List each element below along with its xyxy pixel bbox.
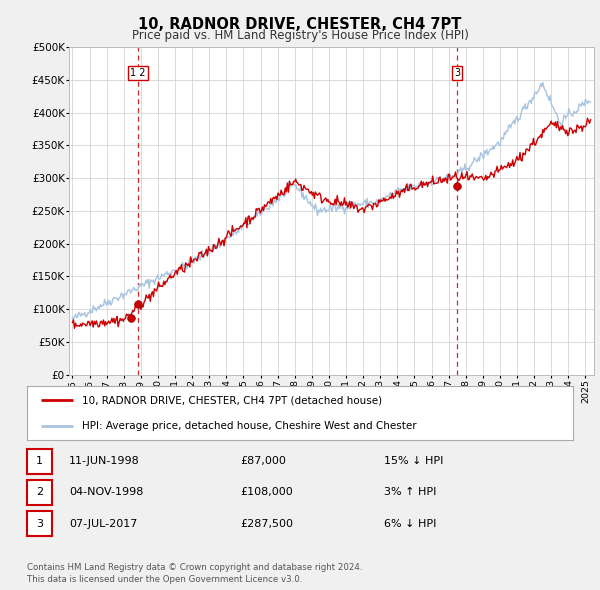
Text: 3% ↑ HPI: 3% ↑ HPI xyxy=(384,487,436,497)
Text: This data is licensed under the Open Government Licence v3.0.: This data is licensed under the Open Gov… xyxy=(27,575,302,584)
Text: 6% ↓ HPI: 6% ↓ HPI xyxy=(384,519,436,529)
Text: 3: 3 xyxy=(454,68,460,78)
Text: £87,000: £87,000 xyxy=(240,456,286,466)
Text: 10, RADNOR DRIVE, CHESTER, CH4 7PT (detached house): 10, RADNOR DRIVE, CHESTER, CH4 7PT (deta… xyxy=(82,395,382,405)
Text: £287,500: £287,500 xyxy=(240,519,293,529)
Text: HPI: Average price, detached house, Cheshire West and Chester: HPI: Average price, detached house, Ches… xyxy=(82,421,416,431)
Text: 10, RADNOR DRIVE, CHESTER, CH4 7PT: 10, RADNOR DRIVE, CHESTER, CH4 7PT xyxy=(139,17,461,31)
Text: Price paid vs. HM Land Registry's House Price Index (HPI): Price paid vs. HM Land Registry's House … xyxy=(131,29,469,42)
Text: 3: 3 xyxy=(36,519,43,529)
Text: £108,000: £108,000 xyxy=(240,487,293,497)
Text: 2: 2 xyxy=(36,487,43,497)
Text: 15% ↓ HPI: 15% ↓ HPI xyxy=(384,456,443,466)
Text: Contains HM Land Registry data © Crown copyright and database right 2024.: Contains HM Land Registry data © Crown c… xyxy=(27,563,362,572)
Text: 04-NOV-1998: 04-NOV-1998 xyxy=(69,487,143,497)
Text: 1 2: 1 2 xyxy=(130,68,146,78)
Text: 07-JUL-2017: 07-JUL-2017 xyxy=(69,519,137,529)
Text: 1: 1 xyxy=(36,456,43,466)
Text: 11-JUN-1998: 11-JUN-1998 xyxy=(69,456,140,466)
